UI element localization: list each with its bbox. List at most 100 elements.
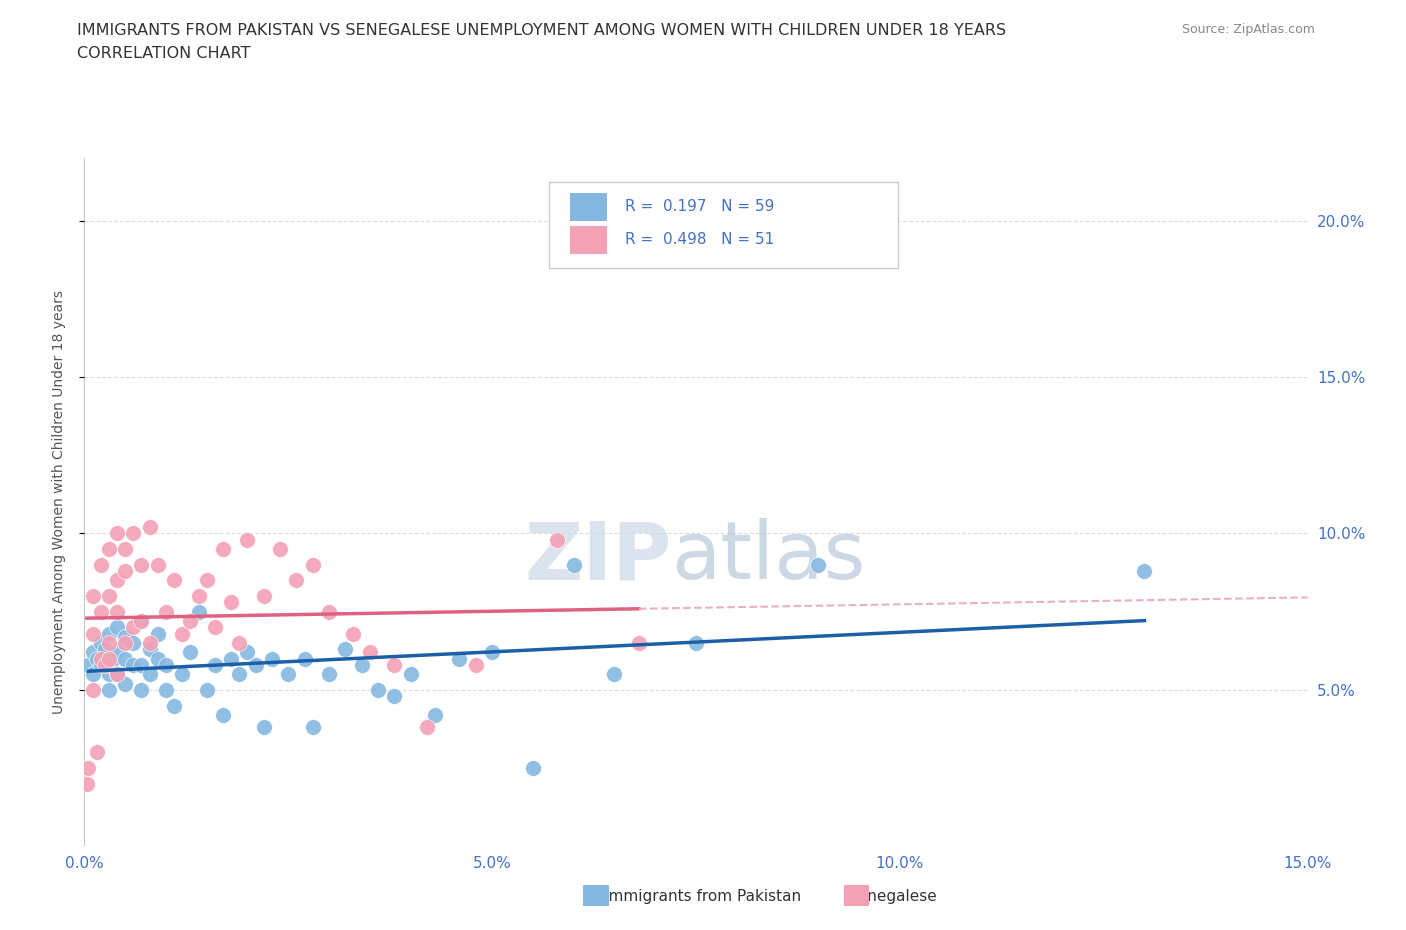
Point [228, 667, 250, 682]
Text: R =  0.498   N = 51: R = 0.498 N = 51 [626, 232, 775, 247]
Point [155, 658, 177, 672]
Point [105, 667, 128, 682]
Point [82, 667, 104, 682]
Point [138, 667, 160, 682]
Point [195, 683, 218, 698]
Point [122, 526, 145, 541]
Point [114, 541, 136, 556]
Point [131, 557, 153, 572]
Y-axis label: Unemployment Among Women with Children Under 18 years: Unemployment Among Women with Children U… [52, 290, 66, 714]
Point [179, 644, 201, 659]
Point [416, 720, 439, 735]
Point [97, 667, 120, 682]
Text: ZIP: ZIP [524, 518, 672, 596]
Point [97, 626, 120, 641]
Point [146, 626, 169, 641]
Point [138, 642, 160, 657]
Point [285, 573, 308, 588]
Point [277, 667, 299, 682]
Point [155, 683, 177, 698]
Point [146, 651, 169, 666]
Point [90, 651, 112, 666]
Text: CORRELATION CHART: CORRELATION CHART [77, 46, 250, 61]
Bar [569, 193, 606, 221]
Point [138, 520, 160, 535]
Text: Senegalese: Senegalese [848, 889, 938, 904]
Point [82, 589, 104, 604]
Point [301, 720, 323, 735]
Point [122, 658, 145, 672]
Point [90, 658, 112, 672]
Point [195, 573, 218, 588]
Point [318, 604, 340, 619]
Point [90, 635, 112, 650]
Point [105, 526, 128, 541]
Point [114, 630, 136, 644]
Point [481, 644, 503, 659]
Point [204, 658, 226, 672]
Point [172, 626, 194, 641]
Point [204, 620, 226, 635]
Point [105, 667, 128, 682]
Point [131, 683, 153, 698]
Point [172, 667, 194, 682]
Point [253, 589, 276, 604]
Point [1133, 564, 1156, 578]
Point [93, 642, 117, 657]
Point [236, 532, 259, 547]
Point [131, 614, 153, 629]
Text: IMMIGRANTS FROM PAKISTAN VS SENEGALESE UNEMPLOYMENT AMONG WOMEN WITH CHILDREN UN: IMMIGRANTS FROM PAKISTAN VS SENEGALESE U… [77, 23, 1007, 38]
Point [97, 635, 120, 650]
Point [212, 541, 235, 556]
Point [163, 573, 186, 588]
Point [269, 541, 291, 556]
Point [97, 541, 120, 556]
Point [219, 595, 242, 610]
Point [228, 635, 250, 650]
Text: atlas: atlas [672, 518, 866, 596]
Point [187, 589, 209, 604]
Point [105, 644, 128, 659]
Point [219, 651, 242, 666]
Point [122, 635, 145, 650]
Point [105, 604, 128, 619]
Point [522, 761, 544, 776]
Point [82, 626, 104, 641]
Point [359, 644, 381, 659]
Text: Immigrants from Pakistan: Immigrants from Pakistan [605, 889, 801, 904]
Point [382, 658, 405, 672]
Point [367, 683, 389, 698]
Point [253, 720, 276, 735]
Point [179, 614, 201, 629]
Point [212, 708, 235, 723]
Point [399, 667, 422, 682]
Text: R =  0.197   N = 59: R = 0.197 N = 59 [626, 199, 775, 215]
Point [546, 532, 568, 547]
Point [685, 635, 707, 650]
Point [82, 683, 104, 698]
Point [260, 651, 283, 666]
Point [187, 604, 209, 619]
Point [342, 626, 364, 641]
Point [90, 604, 112, 619]
FancyBboxPatch shape [550, 182, 898, 268]
Text: Source: ZipAtlas.com: Source: ZipAtlas.com [1181, 23, 1315, 36]
Point [101, 651, 124, 666]
Point [122, 620, 145, 635]
Point [562, 557, 585, 572]
Point [245, 658, 267, 672]
Point [90, 557, 112, 572]
Point [76, 777, 98, 791]
Point [77, 761, 100, 776]
Point [236, 644, 259, 659]
Point [807, 557, 830, 572]
Point [350, 658, 373, 672]
Point [105, 573, 128, 588]
Point [155, 604, 177, 619]
Point [423, 708, 446, 723]
Point [114, 635, 136, 650]
Point [131, 658, 153, 672]
Point [86, 745, 108, 760]
Point [138, 635, 160, 650]
Point [301, 557, 323, 572]
